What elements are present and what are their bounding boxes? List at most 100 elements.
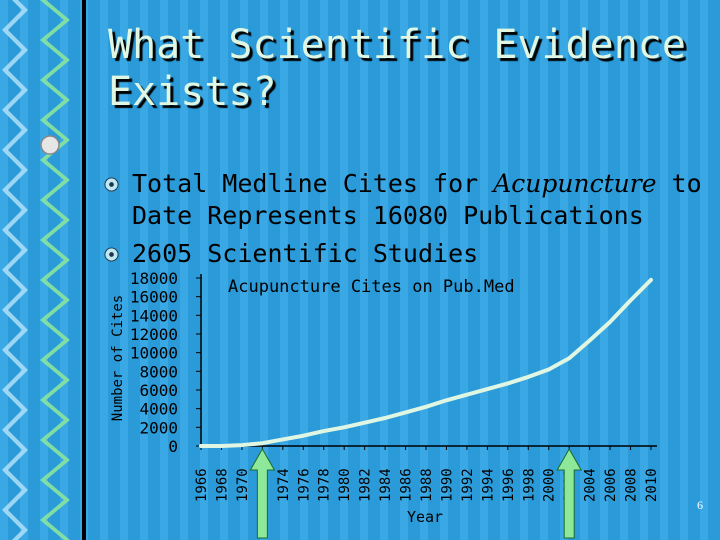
citations-line bbox=[199, 277, 653, 448]
chevron-decoration bbox=[40, 480, 70, 520]
chevron-decoration bbox=[40, 520, 70, 540]
bullet-text-emphasis: Acupuncture bbox=[493, 169, 657, 198]
chevron-decoration bbox=[2, 350, 28, 390]
data-point bbox=[261, 442, 264, 445]
background-stripe bbox=[600, 0, 608, 540]
bullet-icon bbox=[104, 247, 119, 262]
data-point bbox=[220, 444, 223, 448]
x-tick-label: 1996 bbox=[501, 468, 517, 502]
chevron-decoration bbox=[2, 470, 28, 510]
background-stripe bbox=[700, 0, 708, 540]
y-tick-label: 12000 bbox=[130, 325, 178, 344]
background-stripe bbox=[20, 0, 28, 540]
data-point bbox=[465, 393, 469, 396]
highlight-arrow bbox=[556, 447, 583, 539]
slide-title: What Scientific Evidence Exists? bbox=[108, 22, 686, 115]
data-point bbox=[404, 411, 407, 414]
data-point bbox=[363, 421, 366, 424]
background-stripe bbox=[60, 0, 68, 540]
data-point bbox=[445, 399, 448, 402]
background-stripe bbox=[100, 0, 108, 540]
data-point bbox=[527, 375, 530, 379]
chevron-decoration bbox=[2, 270, 28, 310]
data-point bbox=[281, 438, 285, 441]
chevron-decoration bbox=[40, 160, 70, 200]
chevron-decoration bbox=[40, 0, 70, 40]
background-stripe bbox=[380, 0, 388, 540]
background-stripe bbox=[580, 0, 588, 540]
data-point bbox=[608, 320, 612, 324]
background-stripe bbox=[520, 0, 528, 540]
chevron-decoration bbox=[40, 320, 70, 360]
x-tick-label: 1978 bbox=[317, 468, 333, 502]
chevron-decoration bbox=[2, 30, 28, 70]
background-stripe bbox=[480, 0, 488, 540]
bullet-text: 2605 Scientific Studies bbox=[132, 239, 479, 268]
x-tick-label: 1968 bbox=[214, 468, 230, 502]
chevron-decoration bbox=[2, 510, 28, 540]
background-stripe bbox=[160, 0, 168, 540]
background-stripe bbox=[180, 0, 188, 540]
y-tick-label: 16000 bbox=[130, 288, 178, 307]
background-stripe bbox=[660, 0, 668, 540]
chevron-decoration bbox=[40, 440, 70, 480]
data-point bbox=[322, 429, 325, 433]
chevron-decoration bbox=[2, 70, 28, 110]
x-tick-label: 1970 bbox=[235, 468, 251, 502]
data-point bbox=[342, 426, 346, 429]
chart-title: Acupuncture Cites on Pub.Med bbox=[228, 277, 515, 297]
x-tick-label: 1980 bbox=[337, 468, 353, 502]
x-tick-label: 1988 bbox=[419, 468, 435, 502]
x-tick-label: 1974 bbox=[276, 468, 292, 502]
y-tick-label: 6000 bbox=[139, 381, 178, 400]
pin-icon bbox=[40, 135, 60, 155]
y-axis-label: Number of Cites bbox=[110, 295, 126, 421]
data-point bbox=[547, 368, 550, 371]
chevron-decoration bbox=[2, 310, 28, 350]
background-stripe bbox=[680, 0, 688, 540]
chevron-decoration bbox=[40, 240, 70, 280]
y-tick-label: 8000 bbox=[139, 362, 178, 381]
chevron-decoration bbox=[2, 0, 28, 30]
x-tick-label: 2006 bbox=[603, 468, 619, 502]
background-stripe bbox=[260, 0, 268, 540]
data-point bbox=[567, 357, 571, 360]
chevron-decoration bbox=[2, 390, 28, 430]
chevron-decoration bbox=[40, 200, 70, 240]
background-stripe bbox=[500, 0, 508, 540]
background-stripe bbox=[120, 0, 128, 540]
x-tick-label: 1992 bbox=[460, 468, 476, 502]
x-tick-label: 1998 bbox=[521, 468, 537, 502]
background-stripe bbox=[620, 0, 628, 540]
data-point bbox=[302, 434, 305, 437]
data-point bbox=[383, 416, 387, 420]
bullet-text-end: to Date Represents 16080 Publications bbox=[132, 169, 702, 230]
chevron-decoration bbox=[2, 190, 28, 230]
background-stripe bbox=[400, 0, 408, 540]
x-tick-label: 2010 bbox=[644, 468, 660, 502]
chevron-decoration bbox=[2, 430, 28, 470]
y-tick-label: 10000 bbox=[130, 344, 178, 363]
background-stripe bbox=[40, 0, 48, 540]
chevron-decoration bbox=[40, 400, 70, 440]
data-point bbox=[240, 443, 244, 447]
bullet-icon bbox=[104, 177, 119, 192]
chevron-decoration bbox=[2, 150, 28, 190]
background-stripe bbox=[220, 0, 228, 540]
background-stripe bbox=[460, 0, 468, 540]
background-stripe bbox=[320, 0, 328, 540]
y-tick-label: 14000 bbox=[130, 306, 178, 325]
background-stripe bbox=[560, 0, 568, 540]
background-stripe bbox=[300, 0, 308, 540]
page-number: 6 bbox=[697, 498, 703, 512]
y-tick-label: 0 bbox=[168, 437, 178, 456]
chevron-decoration bbox=[40, 80, 70, 120]
y-tick-label: 4000 bbox=[139, 400, 178, 419]
chevron-decoration bbox=[40, 280, 70, 320]
y-tick-label: 18000 bbox=[130, 269, 178, 288]
x-tick-label: 2000 bbox=[542, 468, 558, 502]
background-stripe bbox=[420, 0, 428, 540]
y-tick-label: 2000 bbox=[139, 418, 178, 437]
